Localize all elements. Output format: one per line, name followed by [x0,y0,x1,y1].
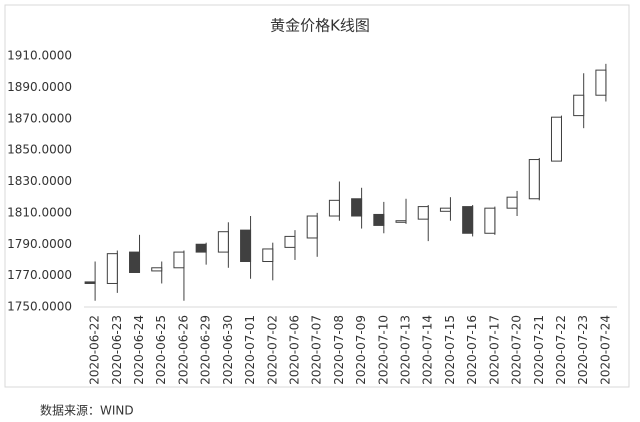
x-tick-label: 2020-07-16 [465,315,479,385]
y-tick-label: 1890.0000 [7,80,72,94]
candle-body [439,207,451,212]
x-tick-label: 2020-07-07 [310,315,324,385]
candle-body [173,251,185,269]
x-tick-label: 2020-07-09 [354,315,368,385]
candle-body [151,267,163,272]
candle-body [217,231,229,253]
candle-body [351,198,363,217]
x-tick-label: 2020-07-14 [421,315,435,385]
y-tick-label: 1910.0000 [7,49,72,63]
candle-body [84,281,96,284]
candle-body [284,235,296,248]
candle-body [373,213,385,226]
y-tick-label: 1810.0000 [7,205,72,219]
candle-body [195,243,207,253]
x-tick-label: 2020-06-24 [132,315,146,385]
candle-body [240,229,252,263]
y-tick-label: 1750.0000 [7,300,72,314]
y-tick-label: 1830.0000 [7,174,72,188]
candle-body [328,199,340,217]
y-tick-label: 1770.0000 [7,268,72,282]
source-note: 数据来源：WIND [40,403,134,418]
x-tick-label: 2020-07-20 [510,315,524,385]
x-tick-label: 2020-07-01 [243,315,257,385]
x-tick-label: 2020-07-06 [287,315,301,385]
x-tick-label: 2020-06-25 [154,315,168,385]
y-tick-label: 1850.0000 [7,143,72,157]
x-tick-label: 2020-06-22 [88,315,102,385]
candle-body [528,159,540,200]
x-tick-label: 2020-07-10 [376,315,390,385]
x-tick-label: 2020-07-21 [532,315,546,385]
candle-body [462,206,474,234]
x-tick-label: 2020-07-24 [598,315,612,385]
x-tick-label: 2020-06-29 [199,315,213,385]
x-tick-label: 2020-07-23 [576,315,590,385]
candle-body [573,94,585,117]
x-tick-label: 2020-07-08 [332,315,346,385]
x-tick-label: 2020-07-02 [265,315,279,385]
chart-frame [4,4,630,388]
x-tick-label: 2020-06-23 [110,315,124,385]
x-tick-label: 2020-07-17 [487,315,501,385]
x-tick-label: 2020-07-13 [399,315,413,385]
candle-body [395,220,407,223]
candle-body [262,248,274,263]
candle-body [106,253,118,284]
y-tick-label: 1870.0000 [7,111,72,125]
y-tick-label: 1790.0000 [7,237,72,251]
candle-body [417,206,429,220]
chart-title: 黄金价格K线图 [270,17,370,35]
candle-body [595,69,607,96]
x-tick-label: 2020-06-26 [176,315,190,385]
candle-body [484,207,496,234]
x-tick-label: 2020-07-22 [554,315,568,385]
candle-body [129,251,141,273]
x-tick-label: 2020-06-30 [221,315,235,385]
candle-body [506,196,518,209]
candle-body [550,116,562,162]
candle-body [306,215,318,239]
x-tick-label: 2020-07-15 [443,315,457,385]
